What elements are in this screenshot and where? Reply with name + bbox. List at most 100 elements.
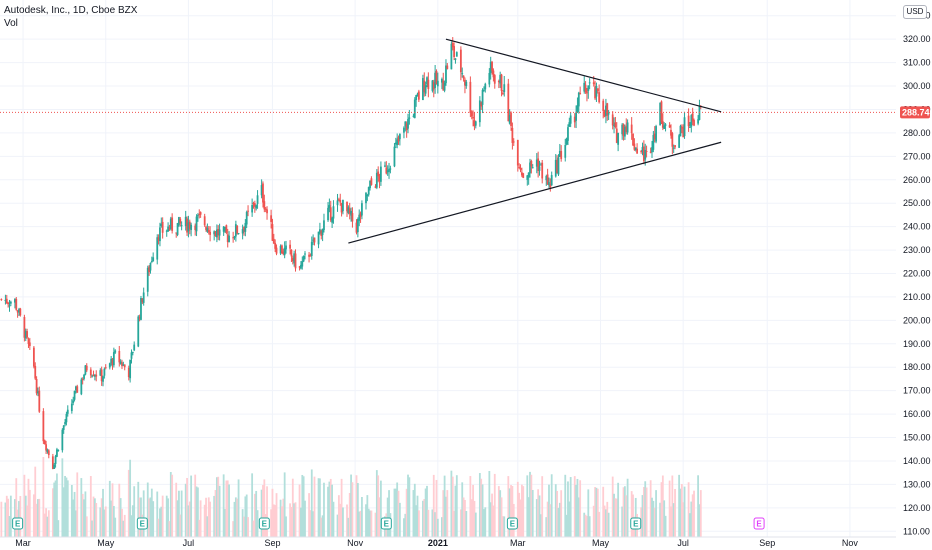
volume-bar	[337, 495, 340, 537]
candle-body	[380, 166, 382, 182]
ascending-trendline[interactable]	[348, 141, 722, 244]
candle-body	[179, 218, 182, 224]
candle-body	[56, 449, 58, 457]
candle-body	[531, 167, 534, 169]
candle-body	[454, 58, 457, 60]
volume-bar	[413, 483, 416, 537]
volume-bar	[653, 507, 656, 537]
candle-body	[302, 255, 305, 262]
volume-bar	[663, 500, 666, 537]
candle-body	[596, 88, 599, 91]
candle-body	[451, 43, 454, 48]
x-tick-label: Jul	[183, 538, 195, 548]
candle-body	[358, 214, 361, 221]
volume-bar	[455, 475, 458, 537]
earnings-marker-letter: E	[384, 520, 390, 529]
volume-bar	[622, 487, 625, 537]
volume-bar	[526, 475, 529, 537]
volume-label[interactable]: Vol	[4, 18, 18, 29]
candle-body	[104, 367, 107, 369]
candle-body	[188, 221, 191, 229]
candle-body	[367, 187, 370, 195]
volume-bar	[222, 474, 225, 537]
volume-bar	[670, 506, 672, 537]
volume-bar	[435, 479, 438, 537]
volume-bar	[698, 504, 701, 537]
volume-bar	[294, 502, 297, 537]
candle-body	[92, 374, 95, 377]
volume-bar	[84, 491, 87, 537]
candle-body	[54, 456, 57, 464]
candle-body	[123, 364, 126, 368]
volume-bar	[157, 518, 160, 537]
symbol-title[interactable]: Autodesk, Inc., 1D, Cboe BZX	[4, 5, 138, 16]
candle-body	[663, 125, 666, 129]
earnings-marker[interactable]: E	[136, 517, 148, 530]
volume-bar	[464, 499, 466, 537]
candle-body	[245, 211, 248, 225]
candle-body	[577, 92, 580, 107]
currency-button[interactable]: USD	[903, 5, 927, 19]
candle-body	[633, 143, 636, 150]
volume-bar	[47, 510, 50, 537]
candle-body	[304, 253, 306, 255]
volume-bar	[270, 509, 273, 537]
volume-bar	[301, 474, 304, 537]
earnings-marker[interactable]: E	[630, 517, 642, 530]
candle-body	[168, 228, 171, 230]
candle-body	[389, 168, 392, 170]
candle-body	[156, 237, 159, 260]
volume-bar	[38, 498, 41, 537]
volume-bar	[310, 469, 313, 537]
volume-bar	[453, 510, 455, 537]
earnings-marker[interactable]: E	[380, 517, 392, 530]
volume-bar	[332, 501, 335, 537]
candle-body	[118, 350, 121, 363]
chart-legend: Autodesk, Inc., 1D, Cboe BZX Vol	[4, 4, 137, 30]
candle-body	[199, 212, 202, 215]
candle-body	[655, 126, 657, 142]
earnings-marker-letter: E	[756, 520, 762, 529]
volume-bar	[491, 493, 493, 537]
volume-bar	[386, 497, 389, 537]
volume-bar	[76, 472, 79, 537]
volume-bar	[300, 507, 302, 537]
volume-bar	[488, 470, 491, 537]
candle-body	[384, 165, 386, 167]
volume-bar	[501, 516, 504, 537]
volume-bar	[43, 513, 46, 537]
candle-body	[95, 374, 98, 377]
candle-body	[537, 158, 540, 171]
candle-body	[560, 151, 563, 160]
volume-bar	[641, 495, 644, 537]
volume-bar	[520, 484, 523, 537]
candle-body	[592, 82, 595, 85]
candle-body	[698, 106, 701, 120]
earnings-marker[interactable]: E	[12, 517, 24, 530]
volume-bar	[378, 497, 381, 537]
trendlines[interactable]	[348, 38, 722, 244]
earnings-marker[interactable]: E	[753, 517, 765, 530]
candle-body	[426, 77, 428, 85]
candle-body	[594, 86, 596, 99]
x-tick-label: Sep	[264, 538, 280, 548]
candle-body	[194, 225, 197, 230]
volume-bar	[489, 502, 492, 537]
volume-bar	[146, 482, 149, 537]
volume-bar	[89, 476, 92, 537]
candle-body	[584, 84, 587, 93]
volume-bar	[247, 517, 249, 537]
descending-trendline[interactable]	[445, 38, 722, 113]
earnings-marker-box	[380, 517, 392, 530]
volume-bar	[342, 507, 344, 537]
volume-bar	[176, 500, 179, 537]
earnings-marker[interactable]: E	[258, 517, 270, 530]
volume-bar	[567, 481, 569, 537]
candle-body	[122, 364, 125, 366]
volume-bar	[61, 458, 64, 537]
earnings-marker-box	[12, 517, 24, 530]
candle-body	[89, 369, 92, 376]
earnings-marker[interactable]: E	[506, 517, 518, 530]
